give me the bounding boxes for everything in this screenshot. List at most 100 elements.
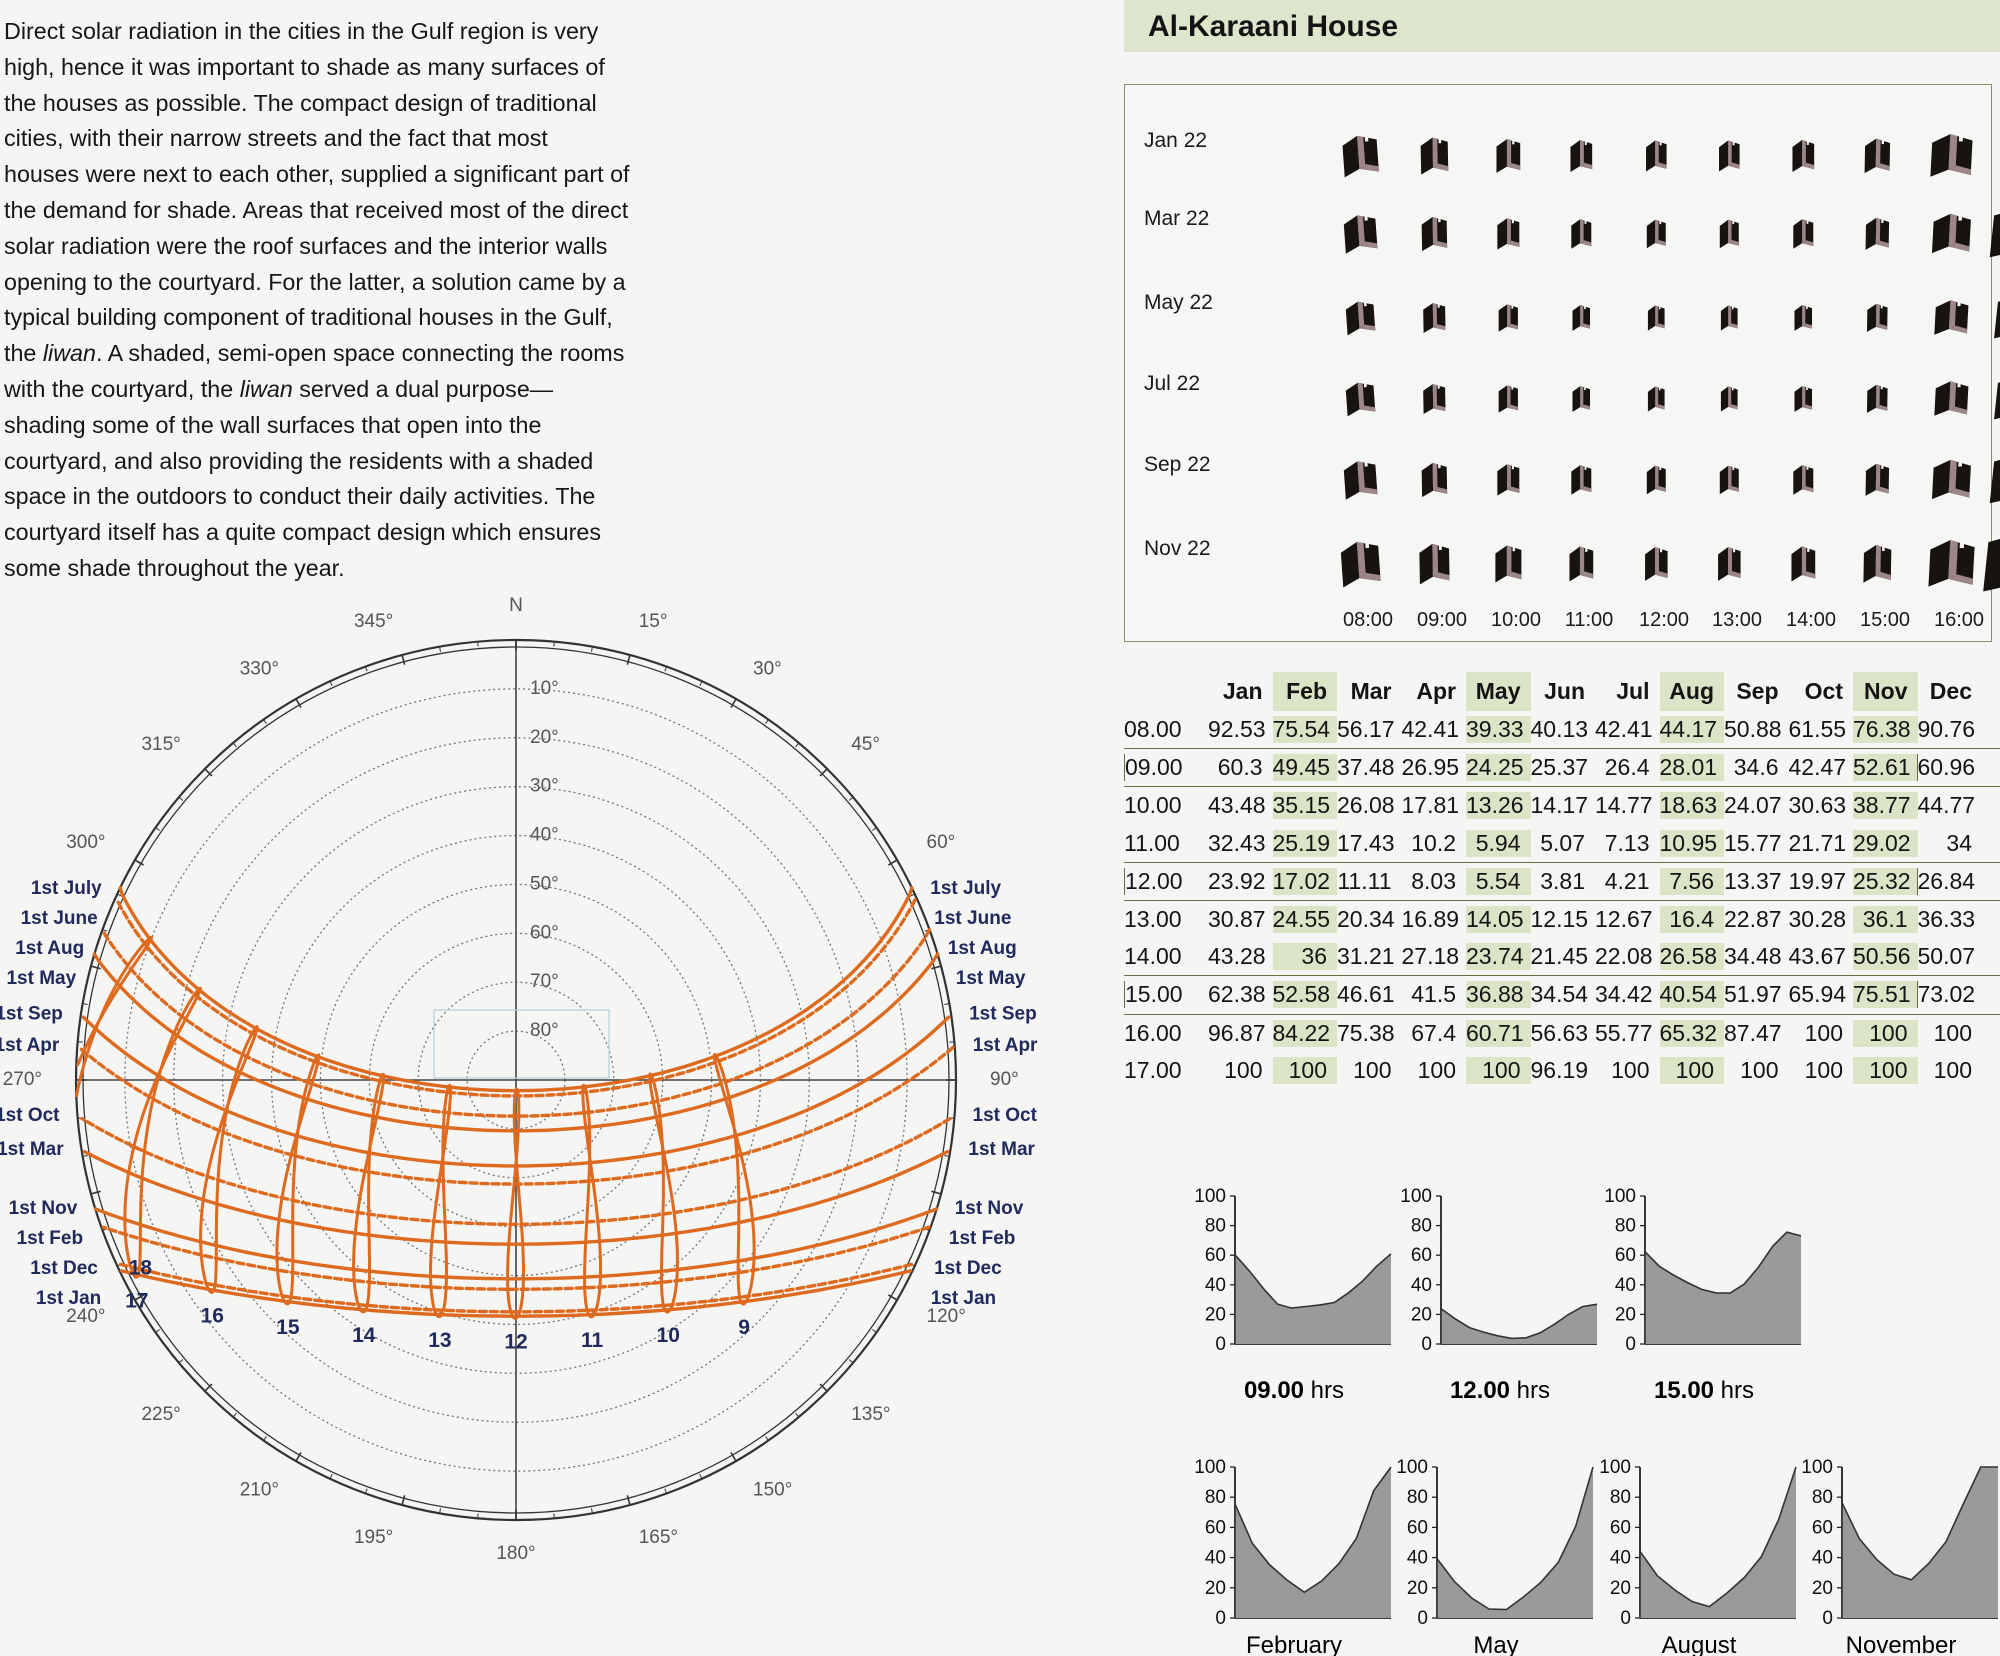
svg-text:1st Jan: 1st Jan xyxy=(931,1288,996,1309)
svg-text:14: 14 xyxy=(352,1324,376,1347)
svg-text:315°: 315° xyxy=(141,734,180,755)
svg-text:60°: 60° xyxy=(530,922,559,943)
svg-text:100: 100 xyxy=(1604,1186,1636,1207)
svg-text:40: 40 xyxy=(1407,1548,1428,1569)
svg-text:240°: 240° xyxy=(66,1306,105,1327)
svg-text:1st July: 1st July xyxy=(31,878,102,899)
svg-text:N: N xyxy=(509,595,523,616)
svg-text:1st Dec: 1st Dec xyxy=(30,1258,98,1279)
svg-text:30°: 30° xyxy=(753,659,782,680)
svg-text:50°: 50° xyxy=(530,873,559,894)
svg-text:1st Apr: 1st Apr xyxy=(973,1035,1038,1056)
svg-text:0: 0 xyxy=(1822,1608,1833,1625)
svg-text:300°: 300° xyxy=(66,832,105,853)
svg-text:0: 0 xyxy=(1417,1608,1428,1625)
svg-text:11: 11 xyxy=(581,1329,604,1352)
svg-text:10°: 10° xyxy=(530,678,559,699)
svg-text:40: 40 xyxy=(1205,1275,1226,1296)
svg-text:20°: 20° xyxy=(530,727,559,748)
svg-text:20: 20 xyxy=(1205,1578,1226,1599)
svg-text:0: 0 xyxy=(1215,1334,1226,1355)
svg-text:1st Jan: 1st Jan xyxy=(36,1288,101,1309)
svg-text:1st Sep: 1st Sep xyxy=(969,1004,1037,1025)
svg-text:100: 100 xyxy=(1194,1186,1226,1207)
svg-text:20: 20 xyxy=(1610,1578,1631,1599)
svg-text:1st Sep: 1st Sep xyxy=(0,1004,63,1025)
svg-text:10: 10 xyxy=(657,1324,680,1347)
svg-text:120°: 120° xyxy=(927,1306,966,1327)
svg-text:60: 60 xyxy=(1411,1245,1432,1266)
svg-text:0: 0 xyxy=(1215,1608,1226,1625)
svg-text:40: 40 xyxy=(1610,1548,1631,1569)
svg-text:0: 0 xyxy=(1421,1334,1432,1355)
svg-text:1st Feb: 1st Feb xyxy=(17,1228,84,1249)
svg-text:80: 80 xyxy=(1205,1487,1226,1508)
svg-text:1st Mar: 1st Mar xyxy=(0,1139,64,1160)
svg-text:20: 20 xyxy=(1407,1578,1428,1599)
svg-text:1st Nov: 1st Nov xyxy=(955,1198,1024,1219)
svg-text:330°: 330° xyxy=(240,659,279,680)
svg-text:20: 20 xyxy=(1411,1304,1432,1325)
svg-text:270°: 270° xyxy=(3,1069,42,1090)
svg-text:0: 0 xyxy=(1620,1608,1631,1625)
svg-text:1st Nov: 1st Nov xyxy=(9,1198,78,1219)
svg-text:100: 100 xyxy=(1400,1186,1432,1207)
svg-text:195°: 195° xyxy=(354,1527,393,1548)
svg-text:20: 20 xyxy=(1812,1578,1833,1599)
svg-text:17: 17 xyxy=(125,1289,148,1312)
svg-text:1st Aug: 1st Aug xyxy=(948,938,1017,959)
svg-text:165°: 165° xyxy=(639,1527,678,1548)
svg-text:15: 15 xyxy=(276,1316,300,1339)
svg-text:60: 60 xyxy=(1407,1517,1428,1538)
svg-text:40: 40 xyxy=(1812,1548,1833,1569)
svg-text:80°: 80° xyxy=(530,1020,559,1041)
svg-text:60: 60 xyxy=(1812,1517,1833,1538)
svg-text:100: 100 xyxy=(1599,1457,1631,1478)
svg-text:1st Feb: 1st Feb xyxy=(949,1228,1016,1249)
svg-text:1st July: 1st July xyxy=(930,878,1001,899)
svg-text:20: 20 xyxy=(1205,1304,1226,1325)
svg-text:80: 80 xyxy=(1205,1216,1226,1237)
svg-text:1st Apr: 1st Apr xyxy=(0,1035,60,1056)
svg-text:100: 100 xyxy=(1396,1457,1428,1478)
svg-text:15°: 15° xyxy=(639,611,668,632)
svg-text:80: 80 xyxy=(1407,1487,1428,1508)
svg-text:100: 100 xyxy=(1801,1457,1833,1478)
svg-text:1st Mar: 1st Mar xyxy=(968,1139,1035,1160)
svg-text:60: 60 xyxy=(1205,1245,1226,1266)
svg-text:1st May: 1st May xyxy=(956,968,1026,989)
svg-text:135°: 135° xyxy=(851,1404,890,1425)
svg-text:60: 60 xyxy=(1615,1245,1636,1266)
svg-text:40: 40 xyxy=(1615,1275,1636,1296)
svg-text:150°: 150° xyxy=(753,1480,792,1501)
svg-text:30°: 30° xyxy=(530,776,559,797)
svg-text:60°: 60° xyxy=(927,832,956,853)
svg-text:12: 12 xyxy=(504,1330,527,1353)
svg-text:80: 80 xyxy=(1615,1216,1636,1237)
svg-text:60: 60 xyxy=(1205,1517,1226,1538)
svg-text:80: 80 xyxy=(1812,1487,1833,1508)
svg-text:1st May: 1st May xyxy=(6,968,76,989)
svg-text:1st June: 1st June xyxy=(21,908,98,929)
svg-text:60: 60 xyxy=(1610,1517,1631,1538)
svg-text:80: 80 xyxy=(1610,1487,1631,1508)
svg-text:1st Oct: 1st Oct xyxy=(973,1105,1038,1126)
svg-text:40°: 40° xyxy=(530,825,559,846)
svg-text:100: 100 xyxy=(1194,1457,1226,1478)
svg-text:9: 9 xyxy=(738,1316,750,1339)
svg-text:45°: 45° xyxy=(851,734,880,755)
svg-text:1st Aug: 1st Aug xyxy=(15,938,84,959)
svg-text:180°: 180° xyxy=(496,1543,535,1564)
svg-text:210°: 210° xyxy=(240,1480,279,1501)
svg-text:40: 40 xyxy=(1205,1548,1226,1569)
svg-text:40: 40 xyxy=(1411,1275,1432,1296)
svg-text:20: 20 xyxy=(1615,1304,1636,1325)
svg-text:1st Dec: 1st Dec xyxy=(934,1258,1002,1279)
svg-text:90°: 90° xyxy=(990,1069,1019,1090)
svg-text:13: 13 xyxy=(428,1329,451,1352)
svg-text:70°: 70° xyxy=(530,971,559,992)
svg-text:18: 18 xyxy=(129,1257,153,1280)
svg-text:1st June: 1st June xyxy=(934,908,1011,929)
svg-text:225°: 225° xyxy=(141,1404,180,1425)
svg-text:345°: 345° xyxy=(354,611,393,632)
